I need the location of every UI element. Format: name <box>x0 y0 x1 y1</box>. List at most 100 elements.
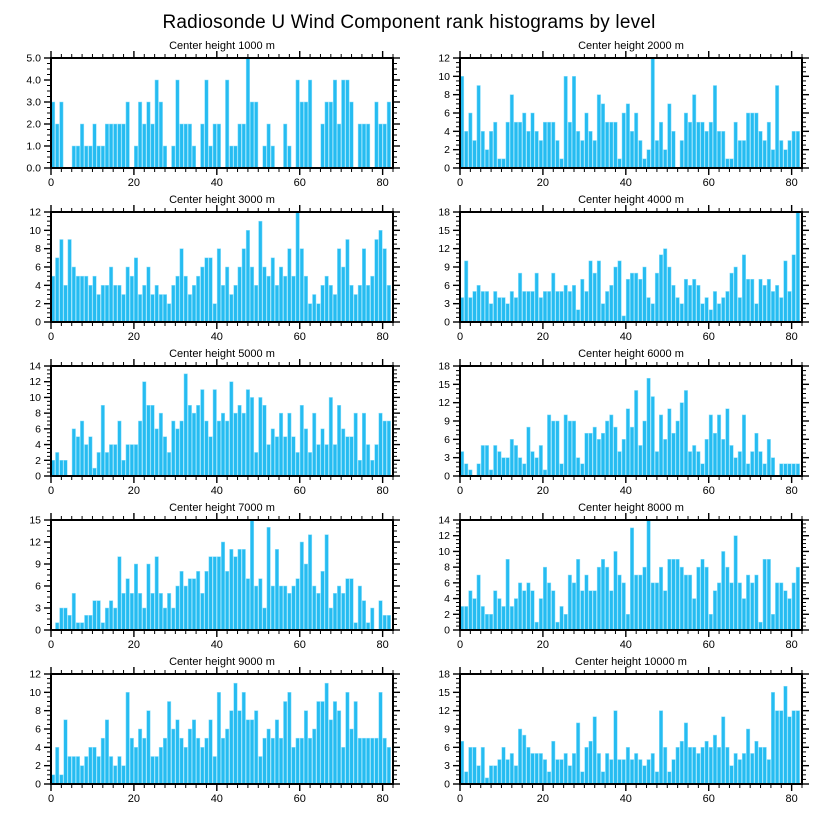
bar <box>92 747 97 785</box>
bar <box>658 121 663 169</box>
axis-ticks: 0.0 1.0 2.0 3.0 4.0 5.0 0 20 40 60 80 <box>26 51 400 189</box>
bar <box>716 303 721 323</box>
bar <box>782 590 787 631</box>
bar <box>505 457 510 477</box>
panel-title: Center height 7000 m <box>169 502 275 514</box>
bar <box>307 303 312 323</box>
bar <box>488 303 493 323</box>
bar <box>778 710 783 785</box>
bar <box>530 451 535 477</box>
plot-frame <box>458 57 803 169</box>
bar <box>662 747 667 785</box>
y-tick-label: 12 <box>29 376 41 388</box>
y-tick-label: 12 <box>438 397 450 409</box>
bar <box>538 297 543 323</box>
y-tick-label: 0 <box>35 471 41 483</box>
bar <box>237 405 242 477</box>
panel-title: Center height 3000 m <box>169 194 275 206</box>
bar <box>369 460 374 477</box>
bar <box>307 737 312 785</box>
bars <box>459 377 800 477</box>
bar <box>484 614 489 631</box>
bar <box>472 140 477 169</box>
bar <box>501 457 506 477</box>
bar <box>203 79 208 169</box>
x-tick-label: 40 <box>619 331 631 343</box>
bar <box>534 621 539 631</box>
bar <box>467 112 472 169</box>
bar <box>108 123 113 169</box>
bar <box>63 285 68 323</box>
bar <box>369 275 374 323</box>
bar <box>320 428 325 477</box>
y-tick-label: 3 <box>444 760 450 772</box>
bar <box>150 593 155 631</box>
bar <box>187 578 192 631</box>
bar <box>700 747 704 785</box>
bars <box>50 211 391 323</box>
bar <box>758 451 763 477</box>
x-tick-label: 60 <box>293 793 305 805</box>
bar <box>340 747 345 785</box>
bar <box>782 685 787 785</box>
bar <box>758 621 763 631</box>
bar <box>92 275 97 323</box>
bar <box>324 534 329 631</box>
bar <box>303 428 308 477</box>
bar <box>150 405 155 477</box>
bar <box>361 123 366 169</box>
bar <box>145 710 150 785</box>
bar <box>737 759 742 785</box>
x-tick-label: 80 <box>785 639 797 651</box>
bar <box>791 582 796 631</box>
y-tick-label: 10 <box>29 392 41 404</box>
bar <box>654 451 659 477</box>
bar <box>716 747 721 785</box>
bar <box>521 590 526 631</box>
bar <box>336 585 341 631</box>
bar <box>766 121 771 169</box>
bar <box>137 420 142 477</box>
bar <box>212 756 217 785</box>
y-tick-label: 12 <box>438 243 450 255</box>
bar <box>278 737 283 785</box>
y-tick-label: 9 <box>444 262 450 274</box>
bar <box>753 303 758 323</box>
bar <box>63 719 68 785</box>
bar <box>770 614 775 631</box>
y-tick-label: 5.0 <box>26 53 41 65</box>
bar <box>753 112 758 169</box>
bar <box>158 747 163 785</box>
bar <box>96 452 101 477</box>
bar <box>662 149 667 169</box>
x-tick-label: 60 <box>702 485 714 497</box>
bar <box>600 559 605 631</box>
bar <box>183 373 188 477</box>
bar <box>671 559 675 631</box>
y-tick-label: 2 <box>35 455 41 467</box>
bar <box>166 593 171 631</box>
x-tick-label: 0 <box>456 793 462 805</box>
bar <box>357 285 362 323</box>
bar <box>137 593 142 631</box>
bar <box>340 266 345 323</box>
bar <box>525 131 530 169</box>
bar <box>546 121 551 169</box>
bar <box>129 275 134 323</box>
y-tick-label: 10 <box>438 71 450 83</box>
bar <box>253 285 258 323</box>
bar <box>133 747 138 785</box>
bar <box>766 278 771 323</box>
bar <box>575 131 580 169</box>
bar <box>71 266 76 323</box>
bar <box>538 598 543 631</box>
bar <box>563 76 568 169</box>
histogram-chart: 0 2 4 6 8 10 12 14 0 20 40 60 80 Center height 8000 m <box>438 502 809 651</box>
bar <box>228 381 233 477</box>
y-tick-label: 6 <box>35 423 41 435</box>
bar <box>463 606 468 631</box>
bar <box>546 291 551 323</box>
bar <box>608 121 613 169</box>
bar <box>357 585 362 631</box>
bar <box>353 622 358 631</box>
